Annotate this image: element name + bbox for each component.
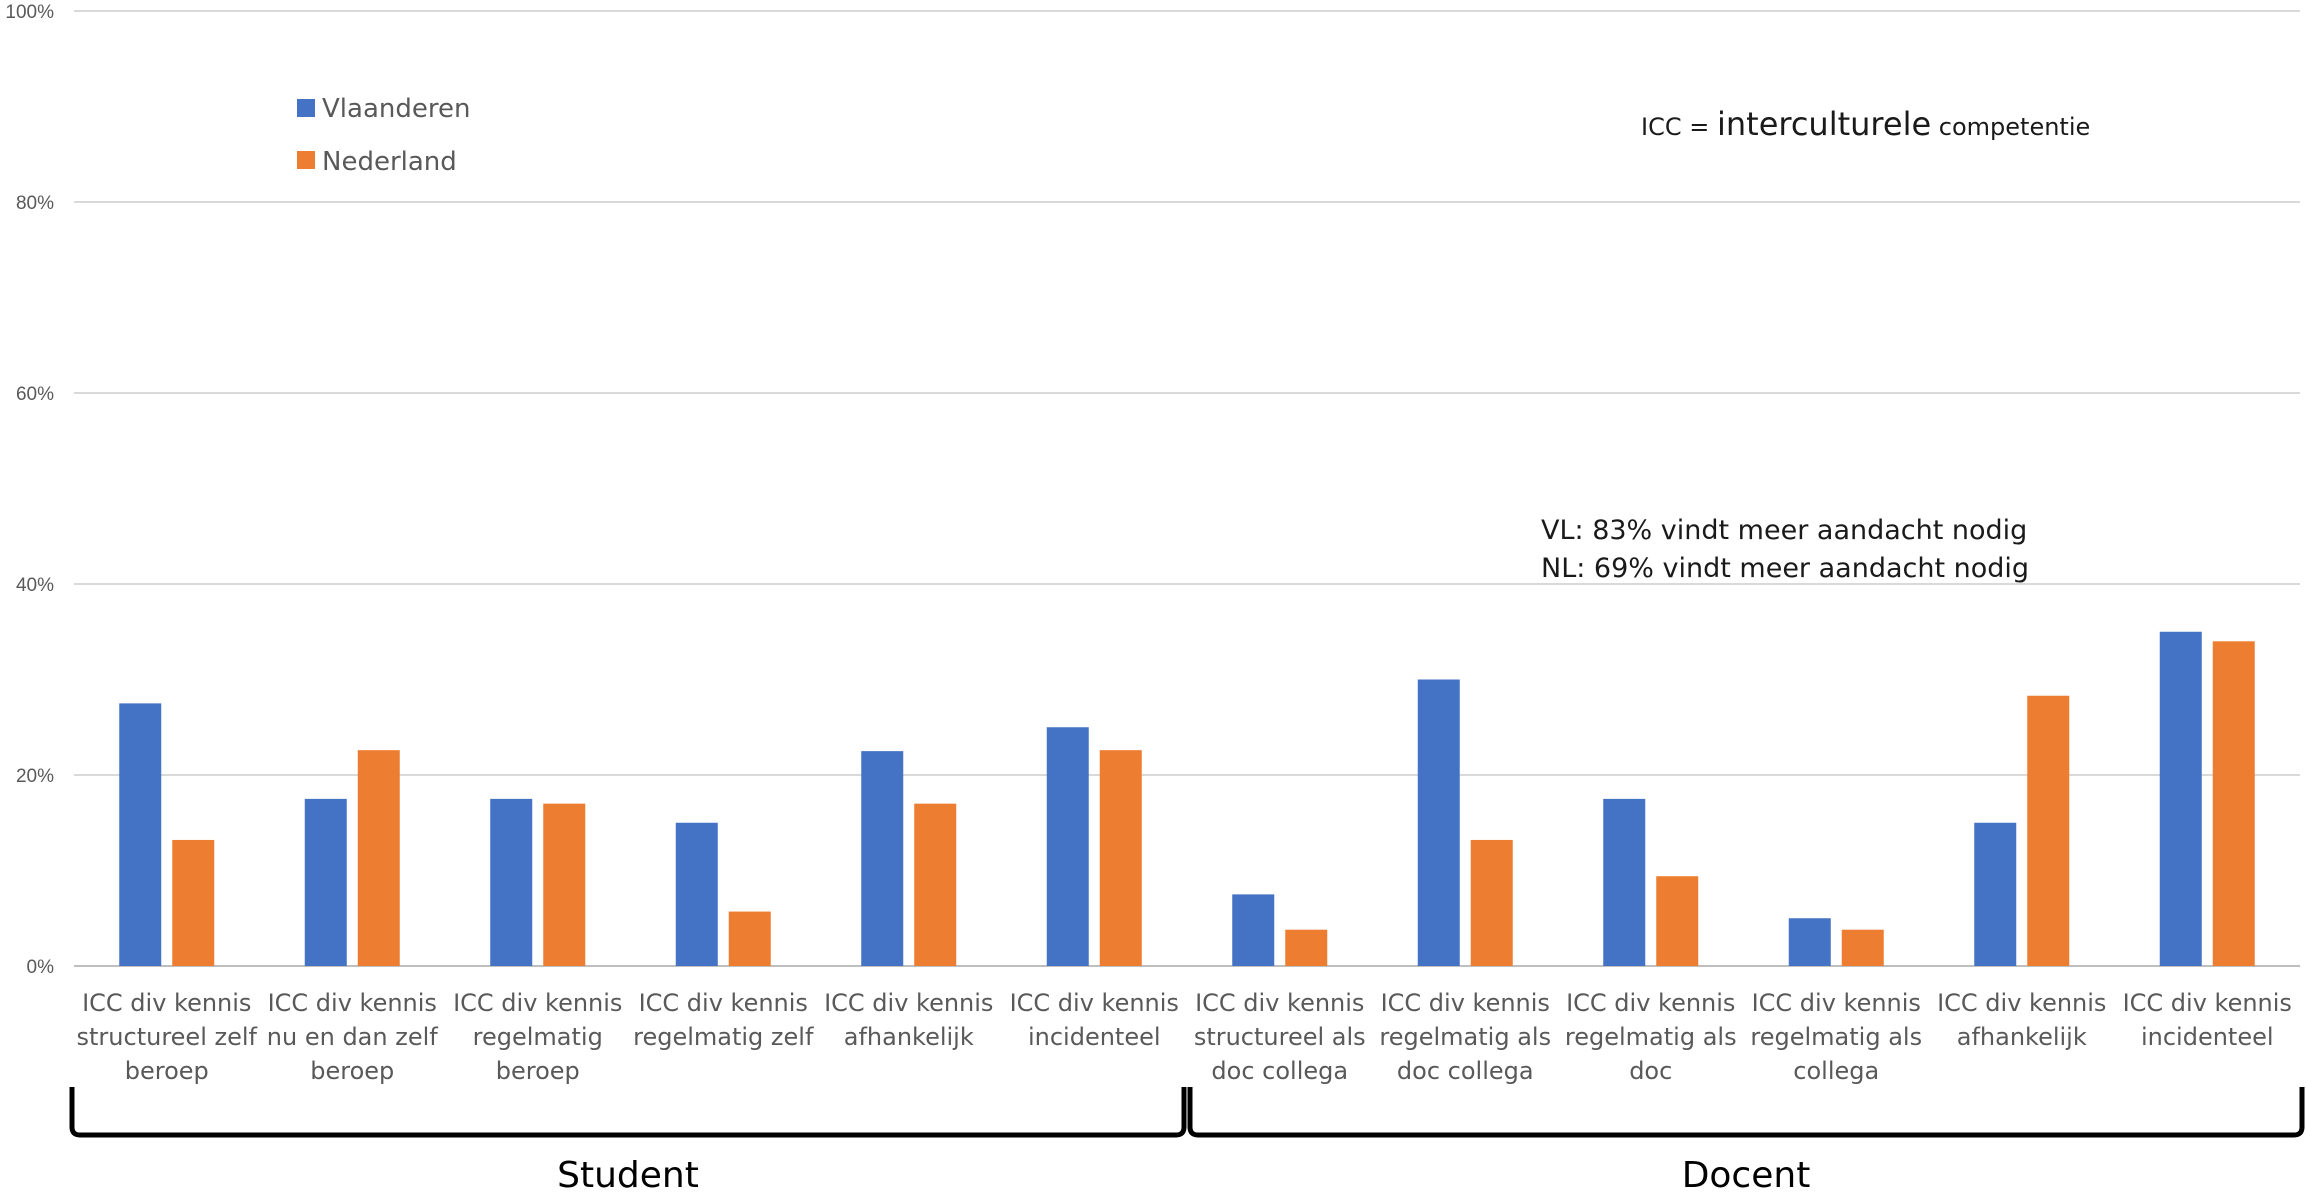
y-tick-label: 20% [16, 766, 54, 787]
icc-suffix: competentie [1931, 113, 2090, 141]
bar-vlaanderen [304, 798, 347, 966]
bar-nederland [2212, 641, 2255, 966]
bar-nederland [357, 750, 400, 966]
icc-main-word: interculturele [1717, 105, 1931, 143]
bar-nederland [914, 803, 957, 966]
x-tick-label: ICC div kennis regelmatig als doc [1565, 989, 1737, 1085]
bar-nederland [1841, 929, 1884, 966]
bar-vlaanderen [1046, 727, 1089, 966]
y-tick-label: 0% [27, 957, 55, 978]
x-tick-label: ICC div kennis nu en dan zelf beroep [267, 989, 438, 1085]
bar-nederland [172, 839, 215, 966]
x-tick-label: ICC div kennis incidenteel [1010, 989, 1179, 1051]
bar-vlaanderen [1417, 679, 1460, 966]
bar-nederland [1285, 929, 1328, 966]
y-tick-label: 40% [16, 575, 54, 596]
group-label-student: Student [557, 1155, 699, 1196]
x-tick-label: ICC div kennis afhankelijk [824, 989, 993, 1051]
icc-prefix: ICC = [1641, 113, 1717, 141]
bar-nederland [1099, 750, 1142, 966]
legend-label-nederland: Nederland [322, 147, 457, 177]
bar-vlaanderen [490, 798, 533, 966]
legend-label-vlaanderen: Vlaanderen [322, 94, 470, 124]
bar-nederland [543, 803, 586, 966]
bar-vlaanderen [1788, 918, 1831, 966]
x-tick-label: ICC div kennis regelmatig beroep [453, 989, 622, 1085]
bar-vlaanderen [1974, 822, 2017, 966]
bar-vlaanderen [119, 703, 162, 966]
x-tick-label: ICC div kennis afhankelijk [1937, 989, 2106, 1051]
bar-vlaanderen [1603, 798, 1646, 966]
x-tick-label: ICC div kennis regelmatig als collega [1750, 989, 1922, 1085]
legend: Vlaanderen Nederland [297, 94, 470, 177]
group-brace-docent [1187, 1087, 2305, 1138]
legend-swatch-nederland [297, 151, 315, 169]
bar-vlaanderen [1232, 894, 1275, 966]
nl-note: NL: 69% vindt meer aandacht nodig [1541, 553, 2029, 584]
bar-nederland [2027, 695, 2070, 966]
y-tick-label: 80% [16, 193, 54, 214]
bar-nederland [1470, 839, 1513, 966]
x-axis-labels: ICC div kennis structureel zelf beroepICC … [77, 989, 2292, 1085]
bar-nederland [728, 911, 771, 966]
y-tick-label: 100% [5, 2, 54, 23]
gridlines [74, 10, 2300, 967]
legend-swatch-vlaanderen [297, 99, 315, 117]
x-tick-label: ICC div kennis regelmatig zelf [633, 989, 814, 1051]
group-label-docent: Docent [1682, 1155, 1811, 1196]
x-tick-label: ICC div kennis incidenteel [2123, 989, 2292, 1051]
vl-note: VL: 83% vindt meer aandacht nodig [1541, 515, 2027, 546]
y-tick-label: 60% [16, 384, 54, 405]
x-tick-label: ICC div kennis structureel als doc collega [1194, 989, 1366, 1085]
y-axis-ticks: 0% 20% 40% 60% 80% 100% [5, 2, 54, 978]
bar-vlaanderen [861, 751, 904, 966]
bar-vlaanderen [2159, 631, 2202, 966]
group-brace-student [69, 1087, 1187, 1138]
icc-definition-note: ICC = interculturele competentie [1641, 105, 2090, 143]
x-tick-label: ICC div kennis regelmatig als doc collega [1379, 989, 1551, 1085]
bar-vlaanderen [675, 822, 718, 966]
group-braces: Student Docent [69, 1087, 2305, 1196]
x-tick-label: ICC div kennis structureel zelf beroep [77, 989, 258, 1085]
bar-nederland [1656, 876, 1699, 966]
bars [119, 631, 2255, 966]
